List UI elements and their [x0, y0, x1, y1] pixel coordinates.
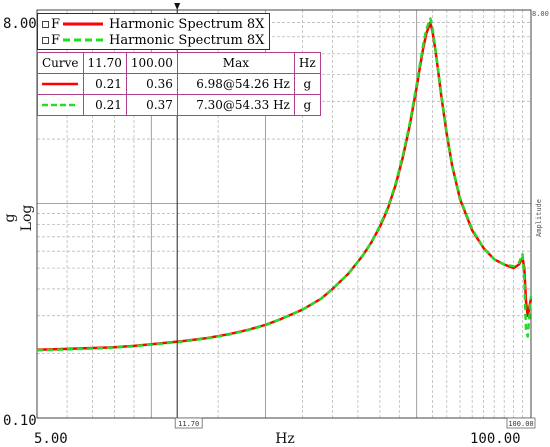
table-header-row: Curve 11.70 100.00 Max Hz — [37, 52, 321, 74]
legend-swatch-green — [63, 38, 104, 42]
row2-max: 7.30@54.33 Hz — [176, 94, 295, 116]
cursor-marker-icon[interactable] — [174, 3, 181, 10]
header-unit: Hz — [293, 52, 321, 74]
series-lines — [36, 17, 533, 352]
legend-prefix-1: F — [51, 16, 61, 32]
series-line-green — [36, 17, 533, 352]
chart-legend: F Harmonic Spectrum 8X F Harmonic Spectr… — [37, 13, 270, 50]
legend-checkbox-icon[interactable] — [42, 20, 49, 28]
legend-swatch-red — [63, 22, 104, 26]
legend-item-1[interactable]: F Harmonic Spectrum 8X — [42, 16, 264, 32]
legend-item-2[interactable]: F Harmonic Spectrum 8X — [42, 32, 264, 48]
x-tick-right: 100.00 — [470, 431, 521, 447]
row1-unit: g — [293, 73, 321, 95]
table-row: 0.21 0.36 6.98@54.26 Hz g — [37, 73, 321, 95]
row1-value-1: 0.21 — [82, 73, 127, 95]
header-max: Max — [176, 52, 295, 74]
y-tick-top: 8.00 — [3, 16, 37, 32]
header-cursor-2: 100.00 — [125, 52, 178, 74]
cursor-label: 11.70 — [178, 420, 199, 428]
cursor-label-box: 11.70 — [174, 417, 203, 429]
cursor-value-table: Curve 11.70 100.00 Max Hz 0.21 0.36 6.98… — [37, 52, 321, 116]
row2-unit: g — [293, 94, 321, 116]
legend-prefix-2: F — [51, 32, 61, 48]
curve-swatch-green — [37, 94, 84, 116]
plot-frame — [36, 9, 532, 419]
legend-checkbox-icon[interactable] — [42, 36, 49, 44]
end-label: 100.00 — [508, 420, 533, 428]
header-cursor-1: 11.70 — [82, 52, 127, 74]
end-label-box: 100.00 — [506, 417, 536, 429]
row2-value-1: 0.21 — [82, 94, 127, 116]
row1-value-2: 0.36 — [125, 73, 178, 95]
row2-value-2: 0.37 — [125, 94, 178, 116]
y-scale-label: Log — [19, 205, 35, 232]
curve-swatch-red — [37, 73, 84, 95]
right-axis-label: Amplitude — [535, 199, 543, 237]
y-axis-label: g — [2, 213, 18, 222]
header-curve: Curve — [37, 52, 84, 74]
legend-label-2: Harmonic Spectrum 8X — [109, 32, 265, 48]
row1-max: 6.98@54.26 Hz — [176, 73, 295, 95]
table-row: 0.21 0.37 7.30@54.33 Hz g — [37, 94, 321, 116]
x-axis-label: Hz — [275, 431, 295, 447]
y-tick-bottom: 0.10 — [3, 413, 37, 429]
legend-label-1: Harmonic Spectrum 8X — [109, 16, 265, 32]
right-top-value: 8.00 — [532, 10, 549, 18]
x-tick-left: 5.00 — [34, 431, 68, 447]
